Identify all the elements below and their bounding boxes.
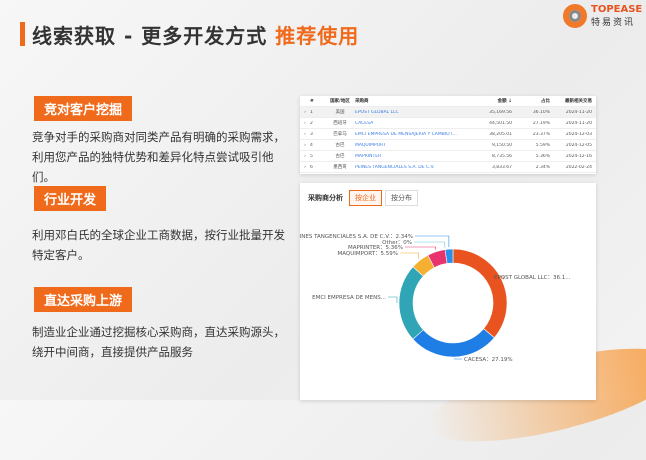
table-cell: 巴拿马 [325,131,355,137]
tab-by-distribution[interactable]: 按分布 [385,190,418,206]
table-cell: 2022-02-24 [550,165,592,170]
table-cell: 2024-12-05 [550,143,592,148]
label-leader-line [415,236,449,247]
table-cell: 1 [310,110,325,115]
table-cell[interactable]: EMCI EMPRESA DE MENSAJERIA Y CAMBIO I... [355,132,470,137]
section-text: 利用邓白氏的全球企业工商数据，按行业批量开发特定客户。 [32,225,287,265]
table-cell[interactable]: MAPRINTER [355,154,470,159]
table-cell: 3,833.67 [470,165,512,170]
page-title: 线索获取 - 更多开发方式 推荐使用 [32,20,359,49]
table-cell[interactable]: MAQUIMPORT [355,143,470,148]
slice-label: MAQUIMPORT：5.59% [337,251,398,257]
col-header-buyer: 采购商 [355,98,470,104]
table-cell: 23.37% [512,132,550,137]
table-cell: 8,735.56 [470,154,512,159]
table-cell: 5 [310,154,325,159]
expand-icon[interactable]: › [300,121,310,126]
table-cell: 27.19% [512,121,550,126]
table-cell: 2024-11-20 [550,121,592,126]
logo-brand: TOPEASE [591,4,642,15]
section-industry: 行业开发利用邓白氏的全球企业工商数据，按行业批量开发特定客户。 [32,186,287,265]
title-text: 线索获取 - 更多开发方式 [32,24,267,48]
logo-ring-icon [563,4,587,28]
title-highlight: 推荐使用 [275,24,359,48]
table-cell: 2 [310,121,325,126]
expand-icon[interactable]: › [300,154,310,159]
col-header: # [310,99,325,104]
label-leader-line [388,297,397,303]
col-header-date: 最新相关交易 [550,98,592,104]
label-leader-line [400,253,419,259]
table-cell: 5.36% [512,154,550,159]
table-header: #国家/地区采购商金额 ↓占比最新相关交易 [300,96,596,107]
table-cell: 西班牙 [325,120,355,126]
slice-label: PEINES TANGENCIALES S.A. DE C.V.：2.34% [300,234,413,240]
table-cell: 3 [310,132,325,137]
table-cell: 2.34% [512,165,550,170]
donut-slice[interactable] [413,329,494,357]
section-text: 竞争对手的采购商对同类产品有明确的采购需求，利用您产品的独特优势和差异化特点尝试… [32,127,287,187]
section-tag: 直达采购上游 [34,287,132,312]
donut-chart: EPOST GLOBAL LLC：36.1... CACESA：27.19% EMC… [300,183,596,400]
table-cell: 35,169.56 [470,110,512,115]
table-cell: 2024-12-16 [550,154,592,159]
col-header-country[interactable]: 国家/地区 [325,98,355,104]
expand-icon[interactable]: › [300,110,310,115]
logo-cn: 特易资讯 [591,15,642,28]
section-text: 制造业企业通过挖掘核心采购商，直达采购源头，绕开中间商，直接提供产品服务 [32,322,287,362]
slice-label: EMCI EMPRESA DE MENS... [312,295,386,301]
slice-label: EPOST GLOBAL LLC：36.1... [494,275,571,281]
table-cell: 36.10% [512,110,550,115]
donut-slice[interactable] [453,249,507,338]
table-cell: 4 [310,143,325,148]
table-cell: 美国 [325,109,355,115]
table-cell: 墨西哥 [325,164,355,170]
col-header-share: 占比 [512,98,550,104]
table-cell: 9,150.50 [470,143,512,148]
table-cell[interactable]: CACESA [355,121,470,126]
table-cell: 38,205.01 [470,132,512,137]
table-cell: 2024-12-03 [550,132,592,137]
table-cell: 2024-11-20 [550,110,592,115]
donut-slice[interactable] [399,267,423,339]
label-leader-line [405,247,436,250]
table-cell: 6 [310,165,325,170]
expand-icon[interactable]: › [300,165,310,170]
table-cell: 5.59% [512,143,550,148]
table-cell: 44,501.50 [470,121,512,126]
table-cell[interactable]: EPOST GLOBAL LLC [355,110,470,115]
slice-label: Other：0% [382,240,412,246]
chart-title: 采购商分析 [308,193,343,203]
col-header-amount[interactable]: 金额 ↓ [470,98,512,104]
buyer-analysis-panel: 采购商分析按企业按分布 EPOST GLOBAL LLC：36.1... CACE… [300,183,596,400]
table-cell: 古巴 [325,142,355,148]
title-accent-bar [20,22,25,46]
table-cell[interactable]: PEINES TANGENCIALES S.A. DE C.V. [355,165,470,170]
expand-icon[interactable]: › [300,132,310,137]
expand-icon[interactable]: › [300,143,310,148]
table-cell: 古巴 [325,153,355,159]
slice-label: CACESA：27.19% [464,357,513,363]
section-competitor: 竞对客户挖掘竞争对手的采购商对同类产品有明确的采购需求，利用您产品的独特优势和差… [32,96,287,187]
section-tag: 竞对客户挖掘 [34,96,132,121]
section-tag: 行业开发 [34,186,106,211]
tab-by-company[interactable]: 按企业 [349,190,382,206]
section-upstream: 直达采购上游制造业企业通过挖掘核心采购商，直达采购源头，绕开中间商，直接提供产品… [32,287,287,362]
